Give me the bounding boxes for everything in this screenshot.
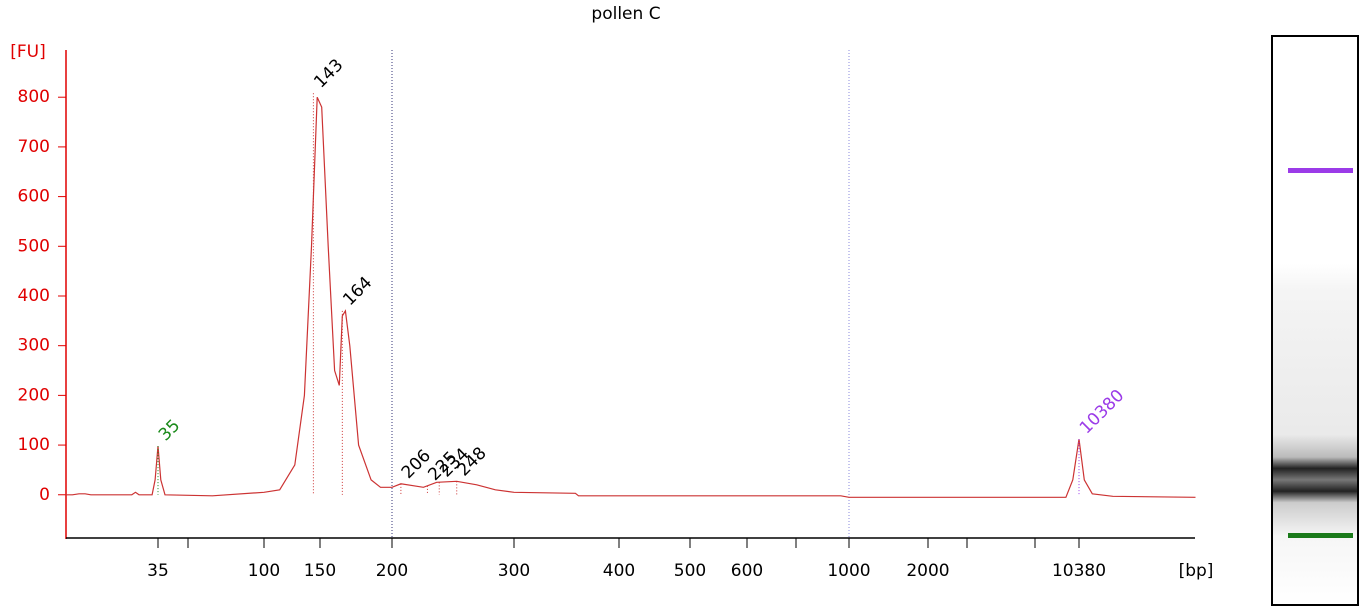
peak-label: 143: [310, 55, 347, 92]
y-tick-label: 100: [18, 435, 50, 455]
y-tick-label: 300: [18, 336, 50, 356]
x-tick-label: 10380: [1052, 561, 1106, 581]
y-tick-label: 200: [18, 385, 50, 405]
x-tick-label: 300: [498, 561, 530, 581]
x-axis-label: [bp]: [1179, 561, 1214, 581]
minor-ticks: [187, 538, 1036, 548]
y-tick-label: 700: [18, 137, 50, 157]
peak-label: 164: [339, 273, 376, 310]
x-tick-label: 35: [147, 561, 169, 581]
x-tick-label: 150: [304, 561, 336, 581]
x-tick-label: 1000: [827, 561, 870, 581]
y-tick-label: 800: [18, 87, 50, 107]
x-tick-label: 600: [731, 561, 763, 581]
x-tick-label: 500: [674, 561, 706, 581]
x-tick-label: 100: [248, 561, 280, 581]
y-tick-label: 600: [18, 187, 50, 207]
x-tick-label: 200: [376, 561, 408, 581]
peak-label: 10380: [1076, 386, 1128, 438]
peak-label: 35: [155, 416, 184, 445]
y-tick-label: 500: [18, 236, 50, 256]
x-tick-label: 2000: [906, 561, 949, 581]
peak-label: 206: [398, 446, 435, 483]
trace: [65, 96, 1196, 498]
gel-lane: [1271, 35, 1359, 606]
chart-title: pollen C: [591, 4, 660, 24]
y-axis-label: [FU]: [10, 42, 46, 62]
y-tick-label: 400: [18, 286, 50, 306]
x-tick-label: 400: [603, 561, 635, 581]
y-tick-label: 0: [39, 485, 50, 505]
